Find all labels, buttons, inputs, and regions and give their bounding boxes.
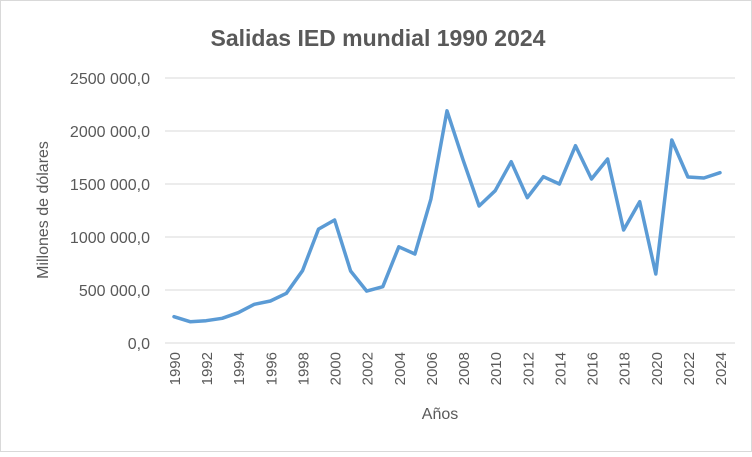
x-tick-label: 2024 <box>713 352 730 385</box>
x-tick-label: 2010 <box>488 352 505 385</box>
y-tick-label: 1000 000,0 <box>70 230 150 247</box>
x-tick-label: 2020 <box>649 352 666 385</box>
y-axis-title: Millones de dólares <box>35 141 52 279</box>
chart-title: Salidas IED mundial 1990 2024 <box>211 25 546 51</box>
x-tick-label: 2012 <box>520 352 537 385</box>
y-tick-label: 1500 000,0 <box>70 177 150 194</box>
x-tick-label: 1992 <box>199 352 216 385</box>
x-tick-label: 1994 <box>231 352 248 385</box>
x-tick-label: 2006 <box>424 352 441 385</box>
x-tick-label: 2004 <box>392 352 409 385</box>
y-tick-label: 500 000,0 <box>79 283 150 300</box>
x-tick-label: 2000 <box>328 352 345 385</box>
x-tick-label: 2002 <box>360 352 377 385</box>
x-tick-label: 2022 <box>681 352 698 385</box>
x-axis-title: Años <box>422 406 458 423</box>
y-tick-label: 2500 000,0 <box>70 71 150 88</box>
x-tick-label: 1996 <box>263 352 280 385</box>
x-tick-label: 1990 <box>167 352 184 385</box>
x-tick-label: 2008 <box>456 352 473 385</box>
y-tick-label: 2000 000,0 <box>70 124 150 141</box>
x-tick-label: 1998 <box>295 352 312 385</box>
series-line <box>172 109 722 324</box>
x-tick-label: 2018 <box>617 352 634 385</box>
x-tick-label: 2016 <box>585 352 602 385</box>
y-tick-label: 0,0 <box>128 336 150 353</box>
x-tick-label: 2014 <box>552 352 569 385</box>
